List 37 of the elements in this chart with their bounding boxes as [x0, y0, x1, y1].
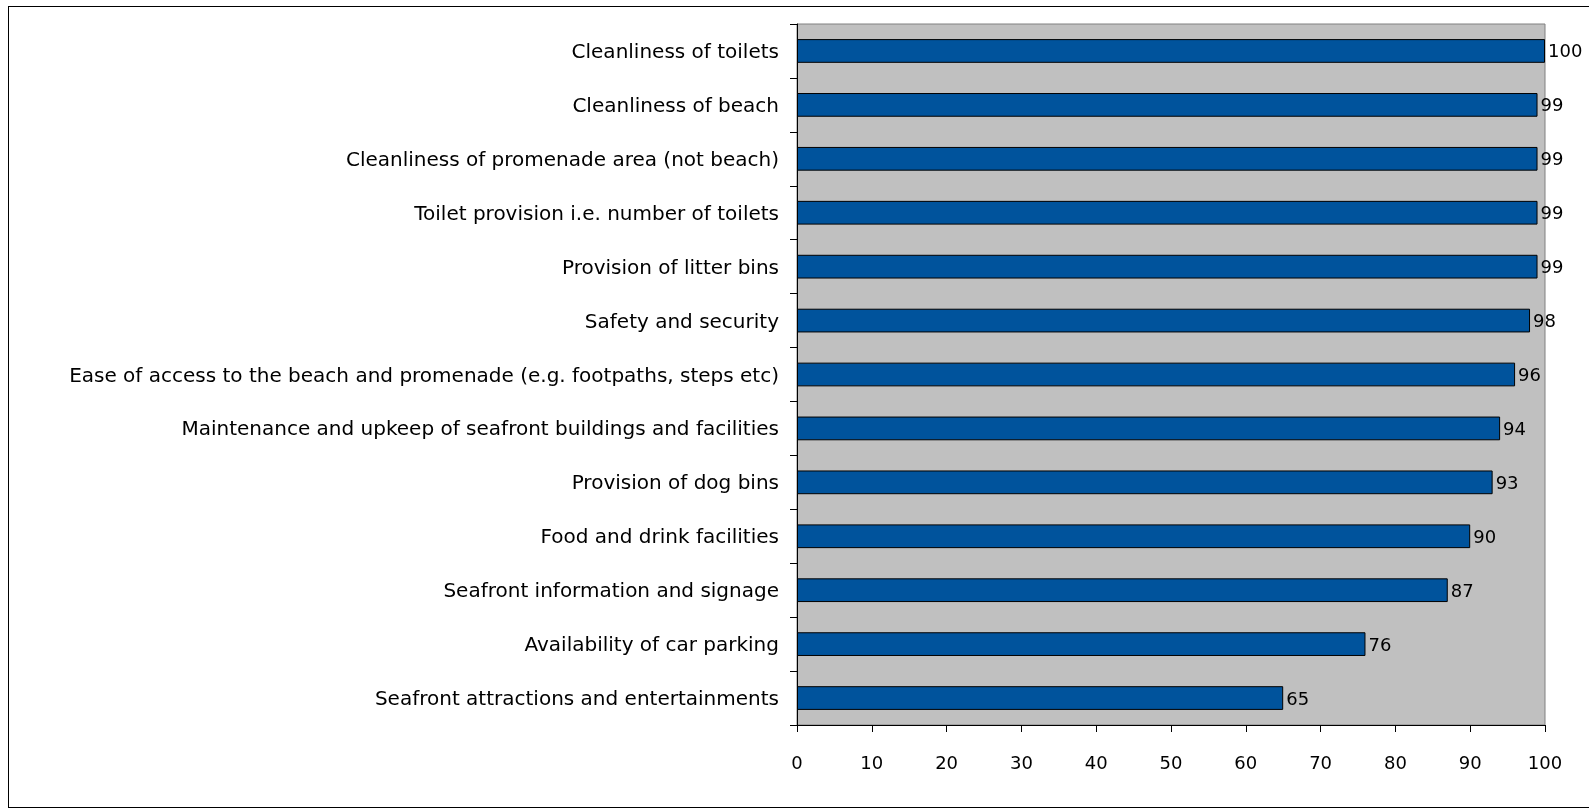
y-tick-label: Seafront information and signage — [443, 578, 779, 603]
y-tick-label: Ease of access to the beach and promenade (e.g. footpaths, steps etc) — [69, 362, 779, 387]
data-label: 65 — [1286, 687, 1310, 709]
data-label: 87 — [1450, 579, 1474, 601]
y-tick-label: Maintenance and upkeep of seafront buildings and facilities — [181, 416, 779, 441]
y-tick-label: Cleanliness of beach — [572, 92, 779, 117]
x-tick-label: 40 — [1084, 751, 1108, 773]
x-tick-label: 80 — [1383, 751, 1407, 773]
x-tick-label: 30 — [1009, 751, 1033, 773]
x-tick-label: 10 — [860, 751, 884, 773]
data-label: 94 — [1503, 417, 1527, 439]
x-tick-label: 0 — [791, 751, 803, 773]
x-tick-label: 90 — [1458, 751, 1482, 773]
data-label: 98 — [1533, 310, 1556, 332]
y-tick-label: Provision of litter bins — [561, 254, 779, 279]
x-tick-label: 100 — [1527, 751, 1563, 773]
x-tick-label: 70 — [1309, 751, 1333, 773]
data-label: 99 — [1540, 256, 1564, 278]
data-label: 99 — [1540, 94, 1564, 116]
y-tick-label: Availability of car parking — [524, 632, 779, 657]
y-tick-label: Provision of dog bins — [571, 470, 779, 495]
data-label: 90 — [1473, 525, 1497, 547]
y-tick-label: Toilet provision i.e. number of toilets — [413, 200, 779, 225]
y-tick-label: Food and drink facilities — [540, 524, 779, 549]
x-tick-label: 50 — [1159, 751, 1183, 773]
data-label: 100 — [1548, 40, 1583, 62]
x-tick-label: 60 — [1234, 751, 1258, 773]
data-label: 93 — [1495, 471, 1519, 493]
data-label: 99 — [1540, 148, 1564, 170]
data-label: 96 — [1518, 364, 1541, 385]
x-tick-label: 20 — [935, 751, 959, 773]
y-tick-label: Seafront attractions and entertainments — [374, 686, 779, 711]
y-tick-label: Safety and security — [584, 308, 780, 333]
data-label: 76 — [1368, 633, 1392, 655]
y-tick-label: Cleanliness of promenade area (not beach) — [345, 146, 779, 171]
y-tick-label: Cleanliness of toilets — [571, 38, 779, 63]
data-label: 99 — [1540, 202, 1564, 224]
